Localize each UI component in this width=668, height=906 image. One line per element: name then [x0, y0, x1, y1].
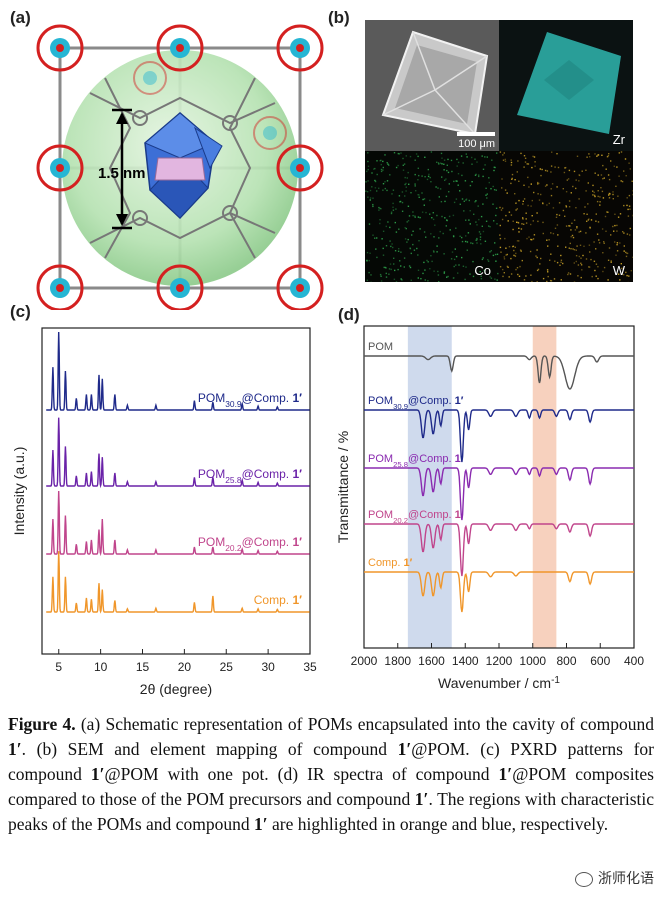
caption-part: 1′	[414, 789, 429, 809]
x-tick-label: 5	[55, 660, 62, 674]
watermark-text: 浙师化语	[598, 870, 654, 886]
x-tick-label: 35	[303, 660, 317, 674]
panel-label-d: (d)	[338, 305, 360, 324]
pxrd-series-line	[46, 417, 310, 489]
y-axis-label: Intensity (a.u.)	[11, 447, 27, 536]
ir-chart: 2000 1800 1600 1400 1200 1000 800 600 400 Wavenum…	[335, 325, 644, 692]
caption-part: . (b) SEM and element mapping of compoun…	[21, 739, 398, 759]
metal-cluster-nodes	[36, 24, 324, 310]
caption-part: 1′	[8, 739, 22, 759]
caption-part: @POM with one pot. (d) IR spectra of com…	[104, 764, 499, 784]
series-label: POM30.9@Comp. 1′	[368, 395, 464, 411]
series-label: POM20.2@Comp. 1	[368, 509, 461, 525]
caption-part: . The regions with characteristic peaks …	[8, 789, 654, 834]
scale-bar-label: 100 μm	[458, 138, 495, 150]
co-map-label: Co	[474, 263, 491, 278]
series-label: POM25.8@Comp. 1′	[198, 467, 302, 485]
watermark: 浙师化语	[575, 868, 654, 888]
ir-series-line	[364, 355, 634, 390]
x-tick-label: 25	[220, 660, 234, 674]
zr-map: Zr	[499, 20, 633, 151]
figure-caption: Figure 4. (a) Schematic representation o…	[8, 712, 654, 837]
caption-part: (a) Schematic representation of POMs enc…	[75, 714, 654, 734]
panel-label-c: (c)	[10, 302, 31, 321]
pxrd-chart: 5 10 15 20 25 30 35 2θ (degree) Intensity (a.u.)…	[11, 327, 317, 697]
x-tick-label: 1000	[519, 654, 546, 668]
dimension-label: 1.5 nm	[98, 165, 146, 182]
plot-frame	[363, 325, 635, 649]
series-label: Comp. 1′	[368, 557, 413, 569]
ir-series-line	[364, 409, 634, 463]
dimension-arrow	[112, 108, 132, 230]
x-tick-label: 30	[261, 660, 275, 674]
caption-part: @POM. (c) PXRD patterns for compound	[8, 739, 654, 784]
caption-text: (a) Schematic representation of POMs enc…	[8, 714, 654, 834]
x-tick-label: 1200	[486, 654, 513, 668]
w-map: W	[499, 151, 633, 282]
x-tick-label: 10	[94, 660, 108, 674]
panel-label-a: (a)	[10, 8, 31, 27]
pom-cluster-icon	[144, 112, 223, 220]
highlight-band	[532, 326, 557, 648]
x-tick-label: 15	[136, 660, 150, 674]
co-map: Co	[365, 151, 499, 282]
x-tick-label: 1600	[418, 654, 445, 668]
zr-map-label: Zr	[612, 132, 625, 147]
x-tick-label: 600	[590, 654, 610, 668]
x-tick-label: 400	[624, 654, 644, 668]
series-label: POM25.8@Comp. 1	[368, 453, 461, 469]
ir-series-line	[364, 523, 634, 577]
highlight-band	[407, 326, 452, 648]
w-map-label: W	[612, 263, 625, 278]
caption-part: are highlighted in orange and blue, resp…	[267, 814, 609, 834]
series-label: POM20.2@Comp. 1′	[198, 535, 302, 553]
x-tick-label: 1400	[452, 654, 479, 668]
pxrd-series-line	[46, 331, 310, 411]
caption-part: 1′	[498, 764, 513, 784]
caption-part: 1′	[397, 739, 412, 759]
pom-cage-schematic: 1.5 nm	[36, 24, 324, 310]
wechat-icon	[575, 871, 593, 887]
x-axis-label: 2θ (degree)	[140, 681, 212, 697]
y-axis-label: Transmittance / %	[335, 431, 351, 543]
ir-series-line	[364, 467, 634, 521]
x-tick-label: 2000	[351, 654, 378, 668]
sem-image: 100 μm	[365, 20, 499, 151]
pxrd-series-line	[46, 490, 310, 557]
x-tick-label: 800	[556, 654, 576, 668]
ir-series-line	[364, 571, 634, 613]
caption-part: @POM composites compared to those of the…	[8, 764, 654, 809]
plot-frame	[41, 327, 311, 655]
sem-mapping-panel: 100 μm Zr Co W	[365, 20, 633, 282]
caption-part: 1′	[90, 764, 105, 784]
x-axis-label: Wavenumber / cm-1	[438, 675, 560, 692]
x-tick-label: 1800	[384, 654, 411, 668]
x-tick-label: 20	[178, 660, 192, 674]
caption-part: 1′	[253, 814, 268, 834]
pxrd-series-line	[46, 551, 310, 614]
series-label: Comp. 1′	[254, 593, 302, 607]
figure-label: Figure 4.	[8, 714, 76, 734]
series-label: POM	[368, 341, 393, 353]
panel-label-b: (b)	[328, 8, 350, 27]
series-label: POM30.9@Comp. 1′	[198, 391, 302, 409]
